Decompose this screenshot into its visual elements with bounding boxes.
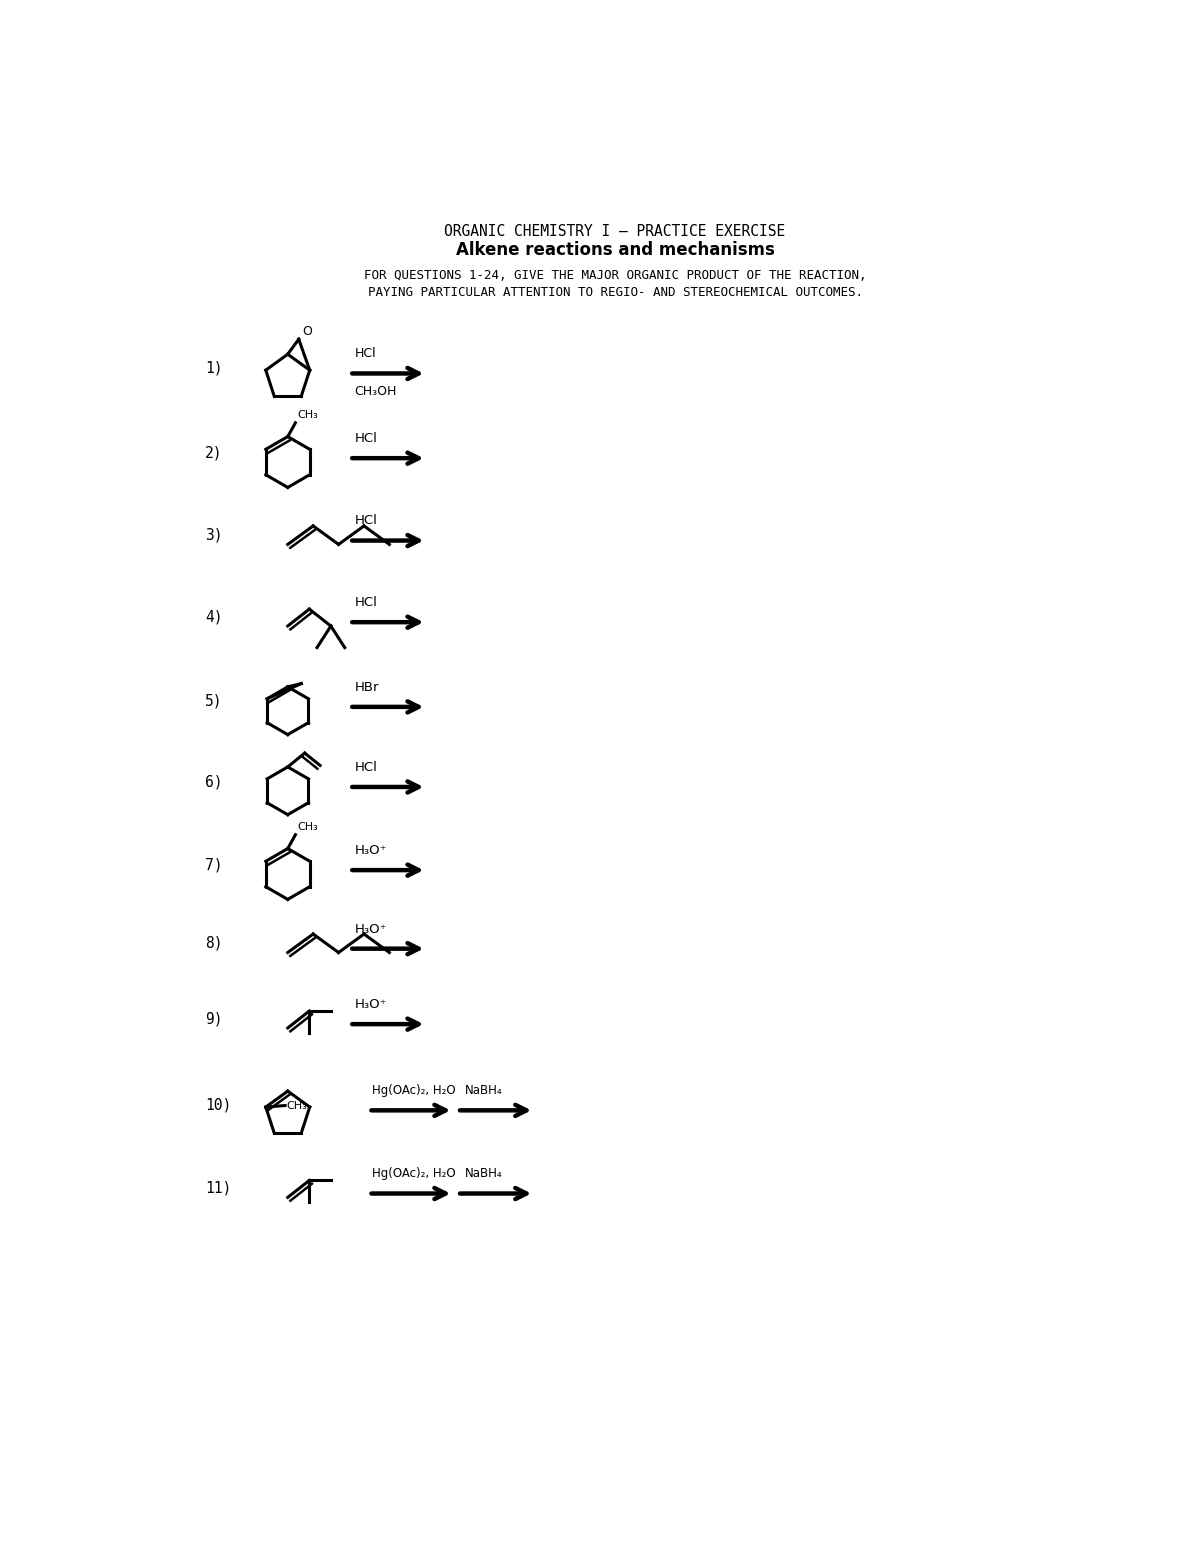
Text: 3): 3) [205, 528, 223, 542]
Text: FOR QUESTIONS 1-24, GIVE THE MAJOR ORGANIC PRODUCT OF THE REACTION,: FOR QUESTIONS 1-24, GIVE THE MAJOR ORGAN… [364, 269, 866, 283]
Text: ORGANIC CHEMISTRY I – PRACTICE EXERCISE: ORGANIC CHEMISTRY I – PRACTICE EXERCISE [444, 224, 786, 239]
Text: 1): 1) [205, 360, 223, 376]
Text: H₃O⁺: H₃O⁺ [355, 922, 388, 935]
Text: Hg(OAc)₂, H₂O: Hg(OAc)₂, H₂O [372, 1168, 456, 1180]
Text: CH₃: CH₃ [287, 1101, 307, 1110]
Text: CH₃: CH₃ [296, 822, 318, 831]
Text: Alkene reactions and mechanisms: Alkene reactions and mechanisms [456, 241, 774, 259]
Text: 4): 4) [205, 609, 223, 624]
Text: HCl: HCl [355, 348, 377, 360]
Text: CH₃OH: CH₃OH [355, 385, 397, 398]
Text: PAYING PARTICULAR ATTENTION TO REGIO- AND STEREOCHEMICAL OUTCOMES.: PAYING PARTICULAR ATTENTION TO REGIO- AN… [367, 286, 863, 300]
Text: HBr: HBr [355, 680, 379, 694]
Text: 2): 2) [205, 446, 223, 460]
Text: CH₃: CH₃ [296, 410, 318, 419]
Text: NaBH₄: NaBH₄ [464, 1084, 503, 1098]
Text: 9): 9) [205, 1011, 223, 1027]
Text: HCl: HCl [355, 596, 378, 609]
Text: H₃O⁺: H₃O⁺ [355, 843, 388, 857]
Text: NaBH₄: NaBH₄ [464, 1168, 503, 1180]
Text: Hg(OAc)₂, H₂O: Hg(OAc)₂, H₂O [372, 1084, 456, 1098]
Text: HCl: HCl [355, 514, 378, 528]
Text: 7): 7) [205, 857, 223, 873]
Text: HCl: HCl [355, 432, 378, 446]
Text: HCl: HCl [355, 761, 378, 773]
Text: O: O [302, 326, 312, 339]
Text: 6): 6) [205, 773, 223, 789]
Text: 8): 8) [205, 936, 223, 950]
Text: 5): 5) [205, 694, 223, 710]
Text: 11): 11) [205, 1180, 232, 1196]
Text: H₃O⁺: H₃O⁺ [355, 999, 388, 1011]
Text: 10): 10) [205, 1098, 232, 1112]
